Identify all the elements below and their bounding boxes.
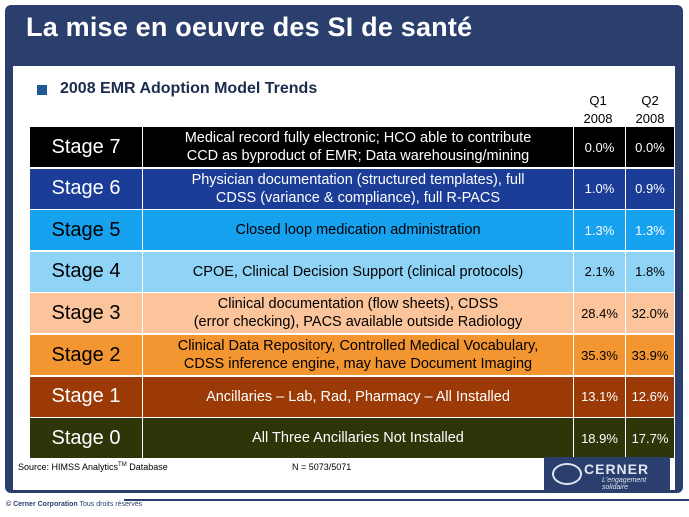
source-suffix: Database: [126, 462, 168, 472]
stage-label: Stage 3: [30, 293, 142, 334]
column-header-q2-quarter: Q2: [641, 93, 659, 108]
cerner-logo: CERNER L'engagement solidaire: [544, 457, 670, 491]
stage-label: Stage 5: [30, 210, 142, 251]
value-q1: 2.1%: [574, 251, 625, 292]
table-row: Stage 1 Ancillaries – Lab, Rad, Pharmacy …: [30, 376, 674, 418]
cerner-logo-word: CERNER: [584, 461, 650, 477]
stage-label: Stage 7: [30, 127, 142, 167]
stage-description-line: Physician documentation (structured temp…: [191, 171, 525, 188]
stage-label: Stage 0: [30, 418, 142, 459]
stage-description: Clinical documentation (flow sheets), CD…: [143, 293, 573, 334]
value-q2: 33.9%: [626, 335, 674, 375]
stage-description-line: All Three Ancillaries Not Installed: [252, 430, 464, 447]
column-header-q1-year: 2008: [583, 111, 613, 126]
stage-description: Ancillaries – Lab, Rad, Pharmacy – All I…: [143, 376, 573, 417]
value-q2: 12.6%: [626, 376, 674, 417]
stage-description-line: Clinical documentation (flow sheets), CD…: [217, 296, 499, 313]
stage-description: Medical record fully electronic; HCO abl…: [143, 127, 573, 167]
value-q2: 0.9%: [626, 168, 674, 209]
footer-divider: [124, 499, 689, 501]
table-row: Stage 5 Closed loop medication administra…: [30, 210, 674, 251]
value-q1: 28.4%: [574, 293, 625, 334]
stage-description: Clinical Data Repository, Controlled Med…: [143, 335, 573, 375]
copyright: © Cerner Corporation Tous droits réservé…: [6, 501, 142, 508]
source-prefix: Source: HIMSS Analytics: [18, 462, 119, 472]
stage-label: Stage 1: [30, 376, 142, 417]
table-row: Stage 0 All Three Ancillaries Not Install…: [30, 418, 674, 459]
value-q2: 17.7%: [626, 418, 674, 459]
value-q2: 1.8%: [626, 251, 674, 292]
stage-description-line: Clinical Data Repository, Controlled Med…: [177, 338, 539, 354]
table-row: Stage 3 Clinical documentation (flow shee…: [30, 293, 674, 334]
value-q2: 32.0%: [626, 293, 674, 334]
value-q1: 0.0%: [574, 127, 625, 167]
value-q1: 1.3%: [574, 210, 625, 251]
table-row: Stage 4 CPOE, Clinical Decision Support (…: [30, 251, 674, 293]
source-tm: TM: [118, 462, 127, 468]
stage-description-text: CPOE, Clinical Decision Support (clinica…: [193, 263, 523, 281]
stage-description-line: CDSS inference engine, may have Document…: [183, 356, 533, 372]
stage-description-line: Closed loop medication administration: [235, 222, 481, 239]
cerner-logo-tagline: L'engagement solidaire: [602, 477, 647, 491]
stage-description-text: Ancillaries – Lab, Rad, Pharmacy – All I…: [206, 388, 510, 406]
stage-description-text: Clinical Data Repository, Controlled Med…: [178, 337, 539, 373]
column-header-q2: Q2 2008: [626, 92, 674, 128]
value-q2: 0.0%: [626, 127, 674, 167]
stage-description-text: All Three Ancillaries Not Installed: [252, 429, 464, 447]
stage-description-line: (error checking), PACS available outside…: [193, 314, 523, 331]
cerner-logo-mark-icon: [552, 463, 582, 485]
table-row: Stage 7 Medical record fully electronic; …: [30, 127, 674, 168]
bullet-icon: [37, 85, 47, 95]
table-row: Stage 2 Clinical Data Repository, Control…: [30, 335, 674, 376]
stage-description: All Three Ancillaries Not Installed: [143, 418, 573, 459]
value-q1: 35.3%: [574, 335, 625, 375]
column-header-q2-year: 2008: [635, 111, 665, 126]
stage-description-line: CPOE, Clinical Decision Support (clinica…: [192, 263, 524, 280]
column-header-q1: Q1 2008: [574, 92, 622, 128]
stage-label: Stage 6: [30, 168, 142, 209]
column-header-q1-quarter: Q1: [589, 93, 607, 108]
stage-description-text: Closed loop medication administration: [235, 221, 480, 239]
stage-description-text: Medical record fully electronic; HCO abl…: [185, 129, 532, 165]
sample-size: N = 5073/5071: [292, 462, 352, 472]
stage-description-line: Ancillaries – Lab, Rad, Pharmacy – All I…: [206, 388, 510, 405]
source-note: Source: HIMSS AnalyticsTM Database: [18, 462, 168, 472]
slide-subtitle: 2008 EMR Adoption Model Trends: [60, 80, 318, 97]
value-q1: 1.0%: [574, 168, 625, 209]
stage-description: Physician documentation (structured temp…: [143, 168, 573, 209]
stage-description-line: CDSS (variance & compliance), full R-PAC…: [215, 189, 501, 206]
table-row: Stage 6 Physician documentation (structur…: [30, 168, 674, 210]
stage-description: Closed loop medication administration: [143, 210, 573, 251]
stage-description-text: Clinical documentation (flow sheets), CD…: [194, 295, 523, 331]
stage-description: CPOE, Clinical Decision Support (clinica…: [143, 251, 573, 292]
stage-label: Stage 4: [30, 251, 142, 292]
slide-title: La mise en oeuvre des SI de santé: [26, 12, 473, 42]
copyright-owner: © Cerner Corporation: [6, 501, 78, 508]
copyright-rights: Tous droits réservés: [77, 501, 143, 508]
stage-description-line: Medical record fully electronic; HCO abl…: [184, 130, 532, 146]
stage-description-line: CCD as byproduct of EMR; Data warehousin…: [186, 148, 530, 164]
value-q2: 1.3%: [626, 210, 674, 251]
value-q1: 18.9%: [574, 418, 625, 459]
stage-description-text: Physician documentation (structured temp…: [192, 171, 525, 207]
value-q1: 13.1%: [574, 376, 625, 417]
stage-label: Stage 2: [30, 335, 142, 375]
